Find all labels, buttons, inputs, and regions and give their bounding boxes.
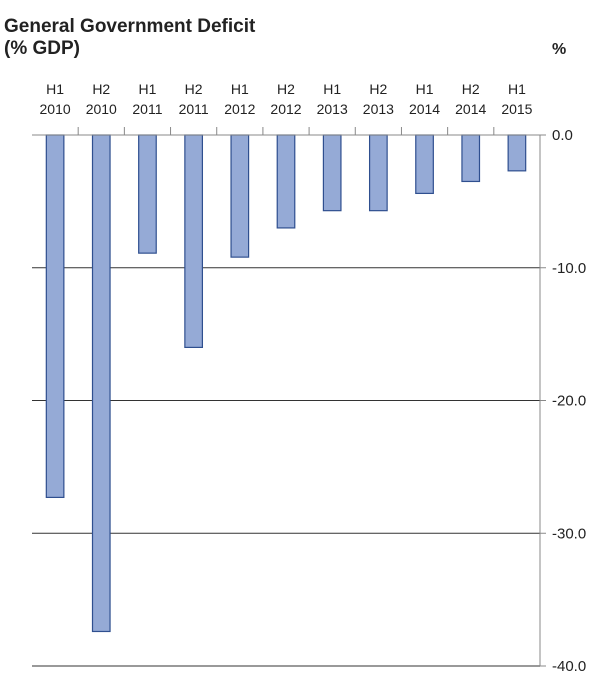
x-tick-label-year: 2010 (40, 101, 71, 117)
bar-h2-2010 (91, 134, 111, 633)
bar-h2-2011 (184, 134, 204, 348)
x-tick-label-half: H2 (185, 81, 203, 97)
x-tick-label-half: H1 (323, 81, 341, 97)
y-axis-tick-labels: 0.0 -10.0 -20.0 -30.0 -40.0 (540, 127, 586, 675)
x-tick-label-year: 2013 (363, 101, 394, 117)
bar-h1-2013 (322, 134, 342, 212)
y-tick-label: -20.0 (552, 393, 586, 410)
x-tick-label-year: 2010 (86, 101, 117, 117)
gridlines (32, 267, 540, 667)
y-tick-label: -30.0 (552, 525, 586, 542)
x-tick-label-year: 2014 (409, 101, 440, 117)
bar-h1-2011 (138, 134, 157, 254)
x-tick-label-half: H1 (416, 81, 434, 97)
x-tick-label-year: 2015 (501, 101, 532, 117)
x-tick-label-year: 2011 (179, 101, 209, 117)
x-tick-label-year: 2013 (317, 101, 348, 117)
x-tick-label-year: 2014 (455, 101, 486, 117)
x-tick-label-year: 2012 (270, 101, 301, 117)
bar-h1-2010 (45, 134, 65, 499)
x-axis-tick-labels: H1 2010 H2 2010 H1 2011 H2 2011 H1 2012 H2 2012 H1 20… (40, 81, 533, 135)
bar-series (45, 134, 527, 633)
bar-h1-2014 (415, 134, 434, 195)
x-tick-label-half: H1 (139, 81, 157, 97)
x-tick-label-half: H1 (231, 81, 249, 97)
bar-h2-2014 (461, 134, 481, 183)
x-tick-label-half: H2 (462, 81, 480, 97)
chart-subtitle: (% GDP) (4, 38, 80, 59)
chart-title: General Government Deficit (4, 16, 256, 37)
x-tick-label-half: H1 (46, 81, 64, 97)
x-tick-label-year: 2011 (132, 101, 162, 117)
y-tick-label: -10.0 (552, 260, 586, 277)
x-tick-label-year: 2012 (224, 101, 255, 117)
x-tick-label-half: H1 (508, 81, 526, 97)
bar-h1-2015 (507, 134, 527, 172)
bar-h1-2012 (230, 134, 250, 258)
bar-h2-2013 (368, 134, 388, 212)
x-tick-label-half: H2 (369, 81, 387, 97)
y-tick-label: 0.0 (552, 127, 573, 144)
y-axis-unit-label: % (552, 41, 566, 58)
y-tick-label: -40.0 (552, 658, 586, 675)
bar-h2-2012 (276, 134, 296, 229)
x-tick-label-half: H2 (277, 81, 295, 97)
x-tick-label-half: H2 (92, 81, 110, 97)
